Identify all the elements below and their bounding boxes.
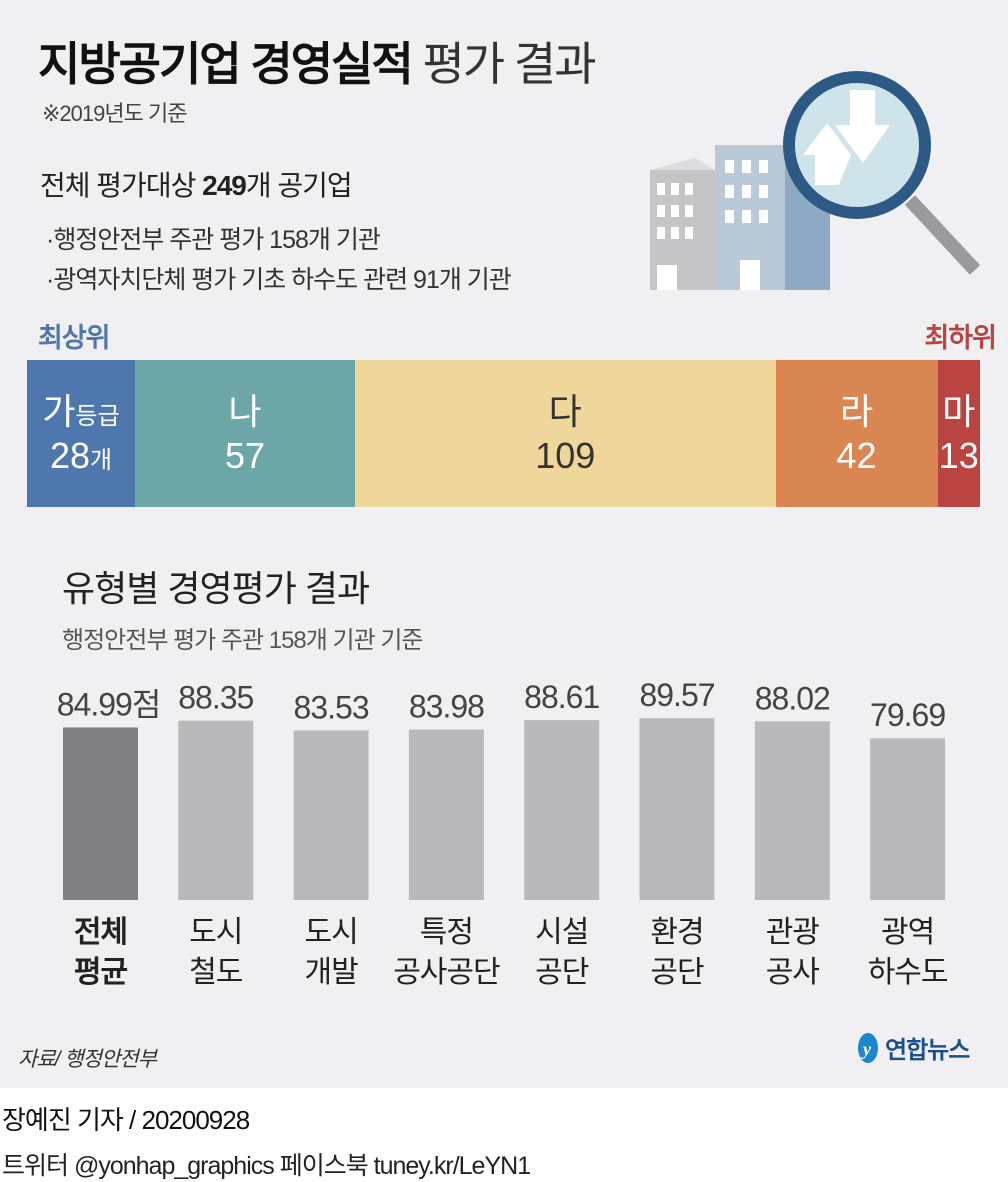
grade-label: 나 [228,391,262,433]
data-label: 89.57 [639,677,714,713]
bar [639,718,715,900]
category-label: 광역 [881,916,934,949]
category-label: 공단 [535,956,589,989]
social-links: 트위터 @yonhap_graphics 페이스북 tuney.kr/LeYN1 [2,1152,531,1180]
data-label: 83.53 [294,689,369,725]
magnifier-handle [904,195,981,275]
grade-label: 가등급 [42,391,120,433]
grade-segment: 라 42 [775,360,938,507]
bar [408,729,484,900]
grade-segment: 가등급 28개 [27,360,136,507]
category-label: 특정 [420,916,473,949]
total-prefix: 전체 평가대상 [40,170,196,201]
grade-count: 28개 [49,434,113,476]
category-label: 평균 [74,956,128,989]
grade-count: 42 [836,434,877,476]
grade-segment: 마 13 [937,360,980,507]
summary-item: ·광역자치단체 평가 기초 하수도 관련 91개 기관 [46,266,512,294]
grade-count: 57 [224,434,266,476]
title-bold: 지방공기업 경영실적 [38,38,414,90]
bar [178,720,254,900]
data-label: 83.98 [409,689,484,725]
category-label: 도시 [189,916,242,949]
logo-text: 연합뉴스 [885,1037,970,1064]
chart-title: 유형별 경영평가 결과 [62,568,370,609]
bar [63,727,138,900]
grade-segment: 나 57 [135,360,355,507]
basis-note: ※2019년도 기준 [42,101,187,126]
category-label: 공사공단 [393,956,500,989]
category-label: 관광 [766,916,820,949]
category-label: 전체 [74,916,127,949]
category-label: 환경 [650,916,703,949]
bar [870,738,946,900]
grade-label: 다 [548,391,582,433]
total-count: 249 [202,170,247,201]
building-magnifier-illustration [650,71,981,290]
category-label: 공단 [650,956,704,989]
data-label: 88.61 [524,679,599,715]
grade-label: 마 [942,391,976,433]
category-label: 하수도 [868,956,948,989]
category-label: 도시 [304,916,357,949]
data-label: 88.02 [755,680,830,716]
title-light: 평가 결과 [422,38,596,90]
grade-label: 라 [839,391,874,433]
bar [754,721,830,900]
yonhap-logo: y 연합뉴스 [855,1030,970,1065]
total-suffix: 개 공기업 [245,170,353,201]
total-summary: 전체 평가대상 249개 공기업 [40,164,353,204]
grade-segment: 다 109 [354,360,776,507]
data-label: 88.35 [178,680,253,716]
arrow-up-icon [803,123,851,185]
grade-distribution-bar: 가등급 28개 나 57 다 109 라 42 마 13 [27,360,980,507]
bottom-rank-label: 최하위 [924,323,997,353]
bar-chart: 84.99점전체평균88.35도시철도83.53도시개발83.98특정공사공단8… [57,677,949,989]
top-rank-label: 최상위 [38,323,111,353]
grade-count: 13 [938,434,979,476]
bar [524,720,600,900]
source-note: 자료/ 행정안전부 [18,1048,157,1071]
bar [293,730,369,900]
data-label: 79.69 [870,697,945,733]
category-label: 철도 [189,956,243,989]
data-label: 84.99점 [57,686,161,722]
page-title: 지방공기업 경영실적 평가 결과 [38,28,597,94]
summary-item: ·행정안전부 주관 평가 158개 기관 [46,226,381,254]
category-label: 공사 [766,956,820,989]
category-label: 시설 [535,916,588,949]
arrow-down-icon [835,90,890,163]
grade-count: 109 [535,434,596,476]
yonhap-logo-icon: y [858,1032,878,1063]
chart-subtitle: 행정안전부 평가 주관 158개 기관 기준 [62,627,424,654]
category-label: 개발 [304,956,358,989]
byline: 장예진 기자 / 20200928 [2,1105,250,1135]
